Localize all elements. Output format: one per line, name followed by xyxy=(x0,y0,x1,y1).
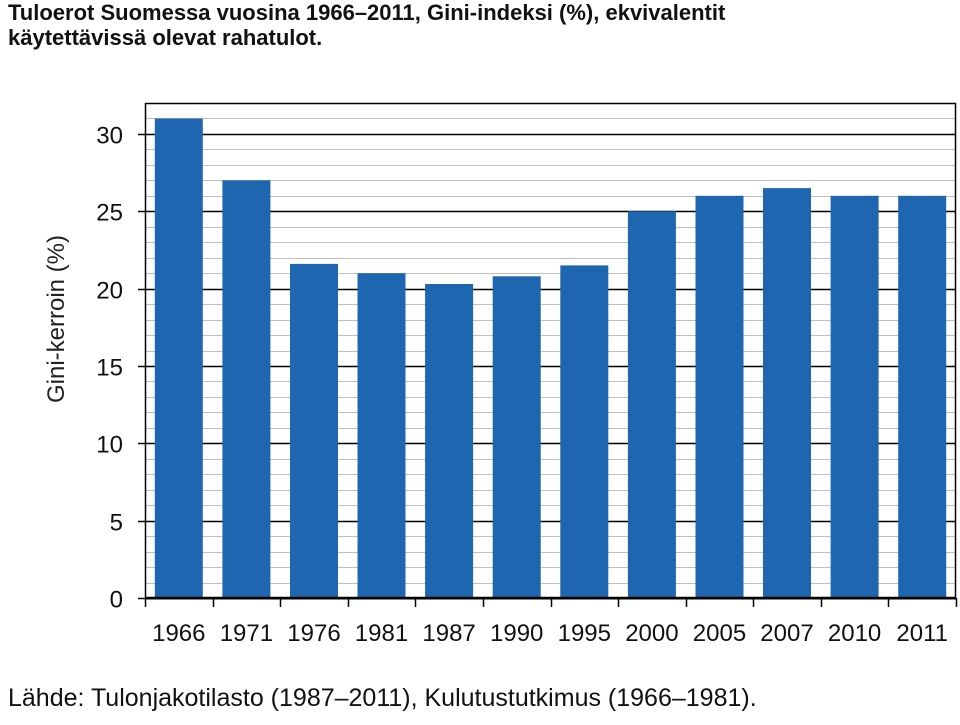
bar-1971 xyxy=(222,180,271,599)
plot-area: 0 5 10 15 20 25 30 1966 1971 1976 1981 1987 1990 1995… xyxy=(96,102,958,647)
y-axis-title: Gini-kerroin (%) xyxy=(43,235,70,403)
y-tick-label: 10 xyxy=(96,432,123,459)
x-tick-label-1987: 1987 xyxy=(422,620,475,647)
chart-title-line-2: käytettävissä olevat rahatulot. xyxy=(8,25,323,50)
x-tick-label-1976: 1976 xyxy=(287,620,340,647)
y-tick-label: 0 xyxy=(110,587,123,614)
y-tick-label: 20 xyxy=(96,278,123,305)
bar-1987 xyxy=(425,284,474,598)
bar-1981 xyxy=(357,273,406,598)
x-tick-label-2011: 2011 xyxy=(896,620,948,647)
x-tick-label-2000: 2000 xyxy=(625,620,678,647)
x-tick-label-1971: 1971 xyxy=(220,620,273,647)
bar-2011 xyxy=(898,195,947,599)
plot-background xyxy=(145,103,956,598)
y-tick-label: 25 xyxy=(96,200,123,227)
bar-2007 xyxy=(763,188,811,598)
chart-title: Tuloerot Suomessa vuosina 1966–2011, Gin… xyxy=(8,0,908,50)
x-tick-label-2010: 2010 xyxy=(828,620,881,647)
bar-1990 xyxy=(492,276,541,599)
chart-title-line-1: Tuloerot Suomessa vuosina 1966–2011, Gin… xyxy=(8,0,726,25)
bar-1976 xyxy=(290,263,338,598)
x-tick-label-2007: 2007 xyxy=(760,620,813,647)
y-tick-label: 5 xyxy=(110,510,123,537)
x-tick-label-1981: 1981 xyxy=(355,620,408,647)
bar-2005 xyxy=(695,195,744,599)
source-note: Lähde: Tulonjakotilasto (1987–2011), Kul… xyxy=(8,684,757,712)
x-tick-label-2005: 2005 xyxy=(693,620,746,647)
x-tick-label-1966: 1966 xyxy=(152,620,205,647)
x-tick-label-1990: 1990 xyxy=(490,620,543,647)
bar-2000 xyxy=(627,211,676,599)
bar-1966 xyxy=(154,118,203,598)
x-tick-label-1995: 1995 xyxy=(558,620,611,647)
y-tick-label: 30 xyxy=(96,123,123,150)
bar-1995 xyxy=(560,265,609,598)
y-tick-label: 15 xyxy=(96,355,123,382)
bar-2010 xyxy=(830,195,879,599)
